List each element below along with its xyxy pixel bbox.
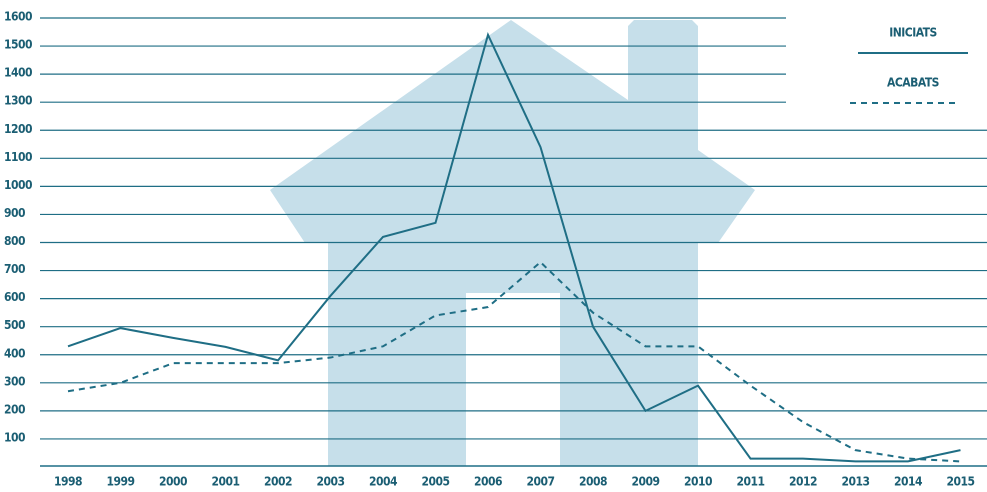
y-tick-label: 1000: [4, 178, 32, 192]
x-tick-label: 2015: [946, 475, 974, 489]
y-tick-label: 400: [4, 346, 25, 360]
x-tick-label: 2003: [316, 475, 344, 489]
x-tick-label: 2014: [894, 475, 923, 489]
legend-label: INICIATS: [889, 26, 937, 40]
y-tick-label: 900: [4, 206, 25, 220]
y-tick-label: 1200: [4, 122, 32, 136]
y-tick-label: 500: [4, 318, 25, 332]
x-tick-label: 2004: [369, 475, 398, 489]
y-tick-label: 1300: [4, 94, 32, 108]
y-tick-label: 200: [4, 402, 25, 416]
y-tick-label: 700: [4, 262, 25, 276]
x-tick-label: 2012: [789, 475, 817, 489]
y-tick-label: 1600: [4, 10, 32, 24]
y-tick-label: 1400: [4, 66, 32, 80]
x-tick-label: 2011: [736, 475, 764, 489]
x-tick-label: 1999: [106, 475, 134, 489]
x-tick-label: 2007: [526, 475, 554, 489]
y-tick-label: 1100: [4, 150, 32, 164]
x-tick-label: 2009: [631, 475, 659, 489]
x-tick-label: 2010: [684, 475, 712, 489]
y-tick-label: 100: [4, 430, 25, 444]
x-tick-label: 2002: [264, 475, 292, 489]
x-tick-label: 2006: [474, 475, 502, 489]
y-tick-label: 300: [4, 374, 25, 388]
legend-label: ACABATS: [887, 76, 939, 90]
x-tick-label: 2013: [841, 475, 869, 489]
y-tick-label: 1500: [4, 38, 32, 52]
chart: 100 200 300 400 500 600 700 800 900 1000 1100 1200 1…: [0, 0, 987, 492]
x-tick-label: 2001: [211, 475, 239, 489]
y-tick-label: 600: [4, 290, 25, 304]
x-tick-label: 1998: [54, 475, 82, 489]
x-tick-label: 2008: [579, 475, 607, 489]
y-tick-label: 800: [4, 234, 25, 248]
legend-background: [786, 0, 987, 114]
x-tick-label: 2000: [159, 475, 187, 489]
x-tick-label: 2005: [421, 475, 449, 489]
